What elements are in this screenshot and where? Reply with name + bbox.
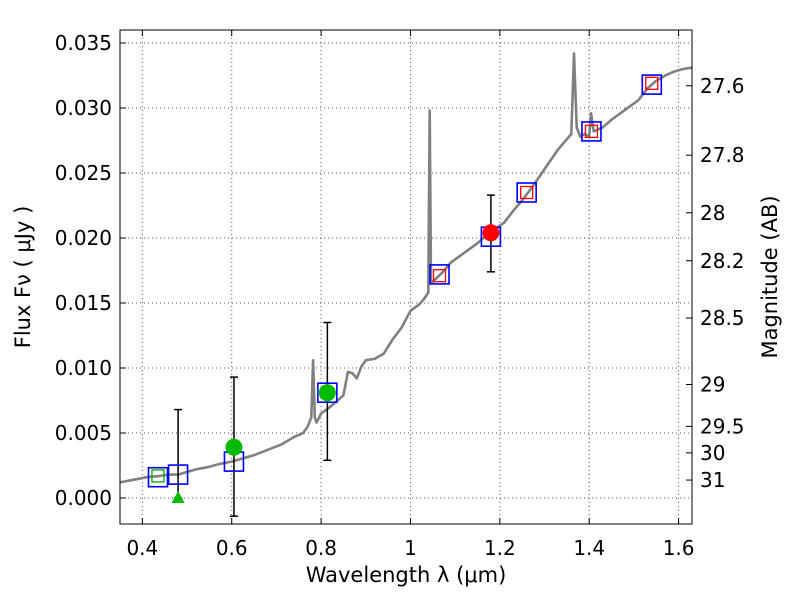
y-tick-label: 0.015 bbox=[55, 291, 112, 315]
x-tick-label: 0.6 bbox=[216, 536, 248, 560]
x-tick-label: 0.8 bbox=[305, 536, 337, 560]
y-tick-label: 0.020 bbox=[55, 226, 112, 250]
y-tick-label: 0.025 bbox=[55, 161, 112, 185]
right-axis-ticks: 27.6 27.8 28 28.2 28.5 29 29.5 30 31 bbox=[686, 74, 745, 492]
photometry-small-square bbox=[151, 469, 165, 483]
y-axis-ticks: 0.000 0.005 0.010 0.015 0.020 0.025 0.030 0.035 bbox=[55, 31, 126, 510]
right-tick-label: 31 bbox=[700, 468, 725, 492]
right-tick-label: 27.8 bbox=[700, 143, 745, 167]
model-photometry-square bbox=[581, 121, 602, 142]
plot-frame bbox=[119, 29, 693, 525]
marker-layer bbox=[147, 74, 663, 503]
right-tick-label: 28 bbox=[700, 201, 725, 225]
right-tick-label: 30 bbox=[700, 441, 725, 465]
model-photometry-square bbox=[516, 182, 537, 203]
model-photometry-square bbox=[317, 382, 338, 404]
photometry-small-square bbox=[584, 124, 599, 139]
model-photometry-square bbox=[641, 74, 663, 95]
spectrum-layer bbox=[119, 52, 693, 484]
spectrum-line bbox=[119, 52, 693, 484]
observed-flux-point bbox=[225, 438, 243, 456]
right-tick-label: 27.6 bbox=[700, 74, 745, 98]
y-tick-label: 0.000 bbox=[55, 486, 112, 510]
x-tick-label: 1.4 bbox=[573, 536, 605, 560]
x-tick-label: 0.4 bbox=[126, 536, 158, 560]
y-tick-label: 0.030 bbox=[55, 96, 112, 120]
y-tick-label: 0.010 bbox=[55, 356, 112, 380]
model-photometry-square bbox=[147, 466, 169, 488]
grid bbox=[120, 30, 692, 524]
right-tick-label: 28.2 bbox=[700, 249, 745, 273]
x-tick-label: 1 bbox=[404, 536, 417, 560]
y-axis-title: Flux Fν ( μJy ) bbox=[11, 206, 35, 349]
x-tick-label: 1.6 bbox=[663, 536, 695, 560]
photometry-small-square bbox=[432, 269, 447, 283]
right-tick-label: 29.5 bbox=[700, 414, 745, 438]
x-axis-title: Wavelength λ (μm) bbox=[306, 563, 507, 587]
observed-flux-point bbox=[318, 384, 336, 402]
x-axis-ticks: 0.4 0.6 0.8 1 1.2 1.4 1.6 bbox=[126, 30, 695, 560]
y-tick-label: 0.035 bbox=[55, 31, 112, 55]
y-tick-label: 0.005 bbox=[55, 421, 112, 445]
model-photometry-square bbox=[429, 264, 450, 285]
observed-flux-point bbox=[482, 224, 500, 242]
photometry-small-square bbox=[520, 185, 534, 200]
model-photometry-square bbox=[167, 464, 189, 485]
right-tick-label: 29 bbox=[700, 373, 725, 397]
photometry-small-square bbox=[645, 76, 659, 90]
x-tick-label: 1.2 bbox=[484, 536, 516, 560]
error-bar-layer bbox=[174, 194, 495, 517]
right-axis-title: Magnitude (AB) bbox=[758, 195, 782, 358]
right-tick-label: 28.5 bbox=[700, 306, 745, 330]
upper-limit-triangle bbox=[171, 491, 185, 503]
